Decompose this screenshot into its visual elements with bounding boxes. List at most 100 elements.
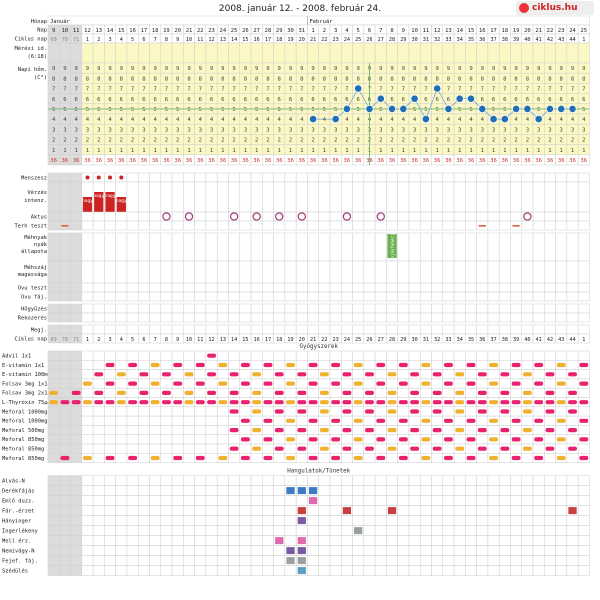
hoegyuzes-cell[interactable] (183, 303, 195, 314)
ovu-faj-cell[interactable] (374, 291, 387, 302)
note-cell[interactable] (532, 324, 545, 335)
medication-cell[interactable] (70, 415, 83, 426)
note-cell[interactable] (126, 324, 139, 335)
aktus-cell[interactable] (397, 211, 410, 222)
symptom-cell[interactable] (81, 485, 94, 496)
symptom-cell[interactable] (555, 525, 568, 536)
symptom-cell[interactable] (262, 535, 274, 546)
terh-teszt-cell[interactable] (239, 220, 252, 231)
symptom-cell[interactable] (363, 515, 376, 526)
medication-cell[interactable] (284, 369, 297, 380)
symptom-cell[interactable] (555, 485, 568, 496)
rekozeres-cell[interactable] (183, 312, 195, 323)
symptom-cell[interactable] (250, 505, 263, 516)
hoegyuzes-cell[interactable] (149, 303, 162, 314)
terh-teszt-cell[interactable] (544, 220, 556, 231)
symptom-cell[interactable] (363, 545, 376, 556)
symptom-cell[interactable] (487, 515, 500, 526)
aktus-cell[interactable] (352, 211, 365, 222)
bleeding-cell[interactable] (295, 181, 308, 213)
medication-cell[interactable] (318, 360, 331, 370)
note-cell[interactable] (341, 324, 353, 335)
medication-cell[interactable] (498, 415, 511, 426)
medication-cell[interactable] (194, 443, 207, 454)
symptom-cell[interactable] (442, 545, 455, 556)
mucus-cell[interactable] (577, 232, 590, 262)
aktus-cell[interactable] (329, 211, 342, 222)
ovu-teszt-cell[interactable] (205, 282, 218, 293)
medication-cell[interactable] (149, 434, 162, 445)
terh-teszt-cell[interactable] (442, 220, 455, 231)
medication-cell[interactable] (239, 369, 252, 380)
medication-cell[interactable] (566, 350, 579, 361)
hoegyuzes-cell[interactable] (419, 303, 432, 314)
symptom-cell[interactable] (216, 515, 229, 526)
medication-cell[interactable] (329, 443, 342, 454)
symptom-cell[interactable] (566, 545, 579, 556)
aktus-cell[interactable] (419, 211, 432, 222)
medication-cell[interactable] (273, 434, 286, 445)
symptom-cell[interactable] (498, 505, 511, 516)
medication-cell[interactable] (284, 443, 297, 454)
symptom-cell[interactable] (81, 505, 94, 516)
cervix-cell[interactable] (453, 260, 466, 284)
ovu-teszt-cell[interactable] (532, 282, 545, 293)
medication-cell[interactable] (487, 369, 500, 380)
symptom-cell[interactable] (126, 485, 139, 496)
hoegyuzes-cell[interactable] (374, 303, 387, 314)
symptom-cell[interactable] (363, 565, 376, 576)
medication-cell[interactable] (419, 369, 432, 380)
medication-cell[interactable] (544, 360, 556, 370)
symptom-cell[interactable] (555, 545, 568, 556)
aktus-cell[interactable] (284, 211, 297, 222)
symptom-cell[interactable] (126, 545, 139, 556)
medication-cell[interactable] (295, 350, 308, 361)
medication-cell[interactable] (115, 443, 128, 454)
medication-cell[interactable] (115, 378, 128, 389)
symptom-cell[interactable] (81, 515, 94, 526)
cervix-cell[interactable] (329, 260, 342, 284)
mucus-cell[interactable] (137, 232, 150, 262)
menszesz-cell[interactable] (352, 172, 365, 183)
temperature-dot[interactable] (512, 105, 521, 113)
ovu-faj-cell[interactable] (397, 291, 410, 302)
symptom-cell[interactable] (307, 525, 319, 536)
hoegyuzes-cell[interactable] (70, 303, 83, 314)
symptom-cell[interactable] (262, 495, 274, 506)
medication-cell[interactable] (171, 350, 184, 361)
bleeding-cell[interactable] (284, 181, 297, 213)
symptom-cell[interactable] (284, 505, 297, 516)
ovu-faj-cell[interactable] (70, 291, 83, 302)
rekozeres-cell[interactable] (239, 312, 252, 323)
symptom-cell[interactable] (498, 545, 511, 556)
medication-cell[interactable] (397, 425, 410, 435)
symptom-cell[interactable] (577, 515, 590, 526)
hoegyuzes-cell[interactable] (352, 303, 365, 314)
medication-cell[interactable] (126, 369, 139, 380)
medication-cell[interactable] (137, 350, 150, 361)
medication-cell[interactable] (419, 350, 432, 361)
symptom-cell[interactable] (476, 565, 489, 576)
medication-cell[interactable] (487, 387, 500, 398)
symptom-cell[interactable] (566, 515, 579, 526)
symptom-cell[interactable] (92, 555, 105, 566)
medication-cell[interactable] (521, 434, 534, 445)
ovu-faj-cell[interactable] (228, 291, 241, 302)
ovu-faj-cell[interactable] (431, 291, 444, 302)
symptom-cell[interactable] (284, 525, 297, 536)
medication-cell[interactable] (205, 425, 218, 435)
ovu-teszt-cell[interactable] (228, 282, 241, 293)
symptom-cell[interactable] (476, 545, 489, 556)
symptom-cell[interactable] (544, 495, 556, 506)
symptom-cell[interactable] (386, 495, 398, 506)
cervix-cell[interactable] (510, 260, 523, 284)
medication-cell[interactable] (183, 360, 195, 370)
terh-teszt-cell[interactable] (341, 220, 353, 231)
symptom-cell[interactable] (228, 475, 241, 486)
rekozeres-cell[interactable] (228, 312, 241, 323)
mucus-cell[interactable] (115, 232, 128, 262)
terh-teszt-cell[interactable] (262, 220, 274, 231)
medication-cell[interactable] (47, 369, 60, 380)
medication-cell[interactable] (453, 350, 466, 361)
aktus-icon[interactable] (297, 212, 306, 221)
